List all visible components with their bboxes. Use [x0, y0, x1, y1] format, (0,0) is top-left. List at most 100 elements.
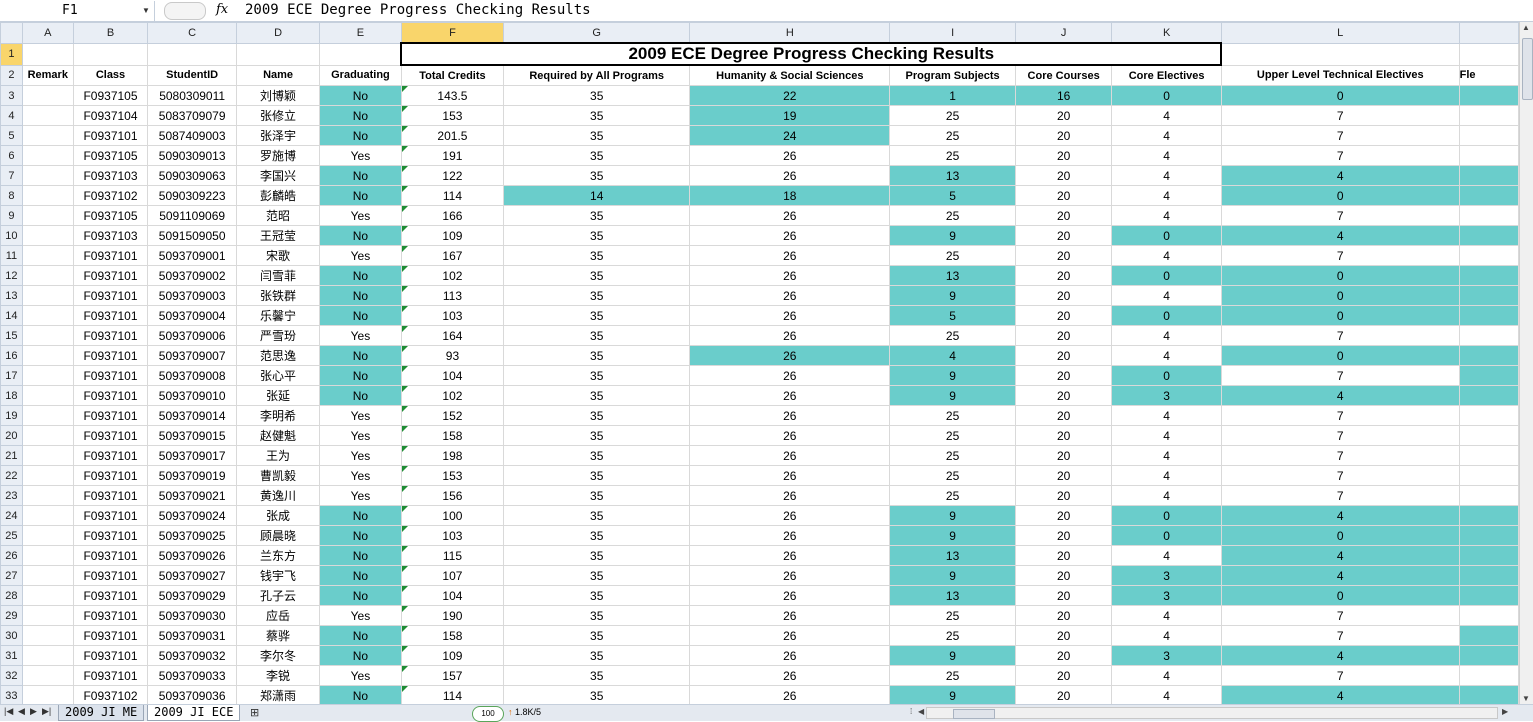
data-cell[interactable]: 张泽宇	[235, 125, 321, 146]
data-cell[interactable]: 26	[689, 205, 891, 226]
data-cell[interactable]: 26	[689, 445, 891, 466]
data-cell[interactable]: 5093709021	[147, 485, 237, 506]
data-cell[interactable]: 26	[689, 505, 891, 526]
vertical-scrollbar[interactable]: ▲ ▼	[1519, 22, 1533, 704]
sheet-title[interactable]: 2009 ECE Degree Progress Checking Result…	[400, 42, 1223, 66]
data-cell[interactable]: 7	[1220, 445, 1460, 466]
data-cell[interactable]: 0	[1220, 185, 1460, 206]
data-cell[interactable]: 4	[1111, 285, 1222, 306]
data-cell[interactable]: 20	[1014, 585, 1113, 606]
column-header-c[interactable]: C	[147, 22, 237, 44]
data-cell[interactable]: 5093709015	[147, 425, 237, 446]
data-cell[interactable]: F0937101	[72, 585, 149, 606]
data-cell[interactable]: 35	[503, 645, 691, 666]
data-cell[interactable]: 兰东方	[235, 545, 321, 566]
data-cell[interactable]	[21, 365, 74, 386]
data-cell[interactable]: No	[319, 165, 402, 186]
tab-split-handle-icon[interactable]: ⁞	[910, 707, 913, 716]
data-cell[interactable]: 4	[1220, 685, 1460, 704]
data-cell[interactable]: 0	[1111, 225, 1222, 246]
data-cell[interactable]: F0937105	[72, 205, 149, 226]
data-cell[interactable]: 4	[1111, 345, 1222, 366]
row-header[interactable]: 30	[0, 625, 23, 646]
data-cell[interactable]: 4	[1111, 665, 1222, 686]
data-cell[interactable]: 109	[400, 645, 505, 666]
data-cell[interactable]: 5093709004	[147, 305, 237, 326]
data-cell[interactable]: 20	[1014, 205, 1113, 226]
data-cell[interactable]	[21, 485, 74, 506]
data-cell[interactable]: 26	[689, 305, 891, 326]
data-cell[interactable]	[21, 265, 74, 286]
data-cell[interactable]: 25	[889, 325, 1016, 346]
data-cell[interactable]: 5091109069	[147, 205, 237, 226]
data-cell[interactable]: 20	[1014, 245, 1113, 266]
data-cell[interactable]	[21, 385, 74, 406]
data-cell[interactable]: 35	[503, 145, 691, 166]
row-header[interactable]: 16	[0, 345, 23, 366]
data-cell[interactable]: 20	[1014, 525, 1113, 546]
data-cell[interactable]	[1458, 525, 1519, 546]
row-header[interactable]: 29	[0, 605, 23, 626]
data-cell[interactable]: F0937101	[72, 125, 149, 146]
data-cell[interactable]: 李锐	[235, 665, 321, 686]
data-cell[interactable]: F0937104	[72, 105, 149, 126]
data-cell[interactable]: 5093709031	[147, 625, 237, 646]
data-cell[interactable]: 93	[400, 345, 505, 366]
data-cell[interactable]: 5090309223	[147, 185, 237, 206]
data-cell[interactable]: 9	[889, 285, 1016, 306]
data-cell[interactable]	[21, 185, 74, 206]
data-cell[interactable]: 范昭	[235, 205, 321, 226]
data-cell[interactable]: 20	[1014, 305, 1113, 326]
data-cell[interactable]: 王冠莹	[235, 225, 321, 246]
horizontal-scroll-track[interactable]	[926, 707, 1498, 719]
data-cell[interactable]: 109	[400, 225, 505, 246]
data-cell[interactable]: 4	[1111, 625, 1222, 646]
data-cell[interactable]: 4	[1111, 125, 1222, 146]
data-cell[interactable]: 26	[689, 285, 891, 306]
cell[interactable]	[319, 42, 402, 66]
data-cell[interactable]: F0937101	[72, 425, 149, 446]
data-cell[interactable]: F0937101	[72, 305, 149, 326]
data-cell[interactable]	[1458, 245, 1519, 266]
data-cell[interactable]: F0937101	[72, 545, 149, 566]
data-cell[interactable]: F0937105	[72, 145, 149, 166]
data-cell[interactable]: 5093709002	[147, 265, 237, 286]
data-cell[interactable]: F0937103	[72, 165, 149, 186]
column-title[interactable]: Remark	[21, 64, 74, 86]
data-cell[interactable]: No	[319, 345, 402, 366]
data-cell[interactable]: 乐馨宁	[235, 305, 321, 326]
row-header[interactable]: 26	[0, 545, 23, 566]
data-cell[interactable]: 5087409003	[147, 125, 237, 146]
row-header[interactable]: 9	[0, 205, 23, 226]
data-cell[interactable]: 35	[503, 105, 691, 126]
data-cell[interactable]: 5093709010	[147, 385, 237, 406]
data-cell[interactable]: Yes	[319, 405, 402, 426]
data-cell[interactable]: F0937105	[72, 85, 149, 106]
data-cell[interactable]: No	[319, 505, 402, 526]
data-cell[interactable]: 5	[889, 185, 1016, 206]
data-cell[interactable]: 闫雪菲	[235, 265, 321, 286]
data-cell[interactable]: 20	[1014, 185, 1113, 206]
data-cell[interactable]: 3	[1111, 385, 1222, 406]
data-cell[interactable]: No	[319, 105, 402, 126]
data-cell[interactable]: 9	[889, 365, 1016, 386]
data-cell[interactable]: 35	[503, 625, 691, 646]
data-cell[interactable]: Yes	[319, 245, 402, 266]
data-cell[interactable]: 153	[400, 105, 505, 126]
spreadsheet-grid[interactable]: A B C D E F G H I J K L 1 2009 ECE Degree Progress Ch…	[0, 22, 1519, 704]
data-cell[interactable]: F0937101	[72, 345, 149, 366]
data-cell[interactable]: No	[319, 545, 402, 566]
data-cell[interactable]: 蔡骅	[235, 625, 321, 646]
data-cell[interactable]	[1458, 205, 1519, 226]
data-cell[interactable]: 20	[1014, 285, 1113, 306]
data-cell[interactable]: 20	[1014, 385, 1113, 406]
data-cell[interactable]: 26	[689, 425, 891, 446]
data-cell[interactable]	[1458, 425, 1519, 446]
data-cell[interactable]: 0	[1220, 585, 1460, 606]
data-cell[interactable]: 5093709026	[147, 545, 237, 566]
data-cell[interactable]: 9	[889, 565, 1016, 586]
data-cell[interactable]: 26	[689, 645, 891, 666]
data-cell[interactable]: No	[319, 645, 402, 666]
data-cell[interactable]	[21, 405, 74, 426]
data-cell[interactable]: 25	[889, 485, 1016, 506]
